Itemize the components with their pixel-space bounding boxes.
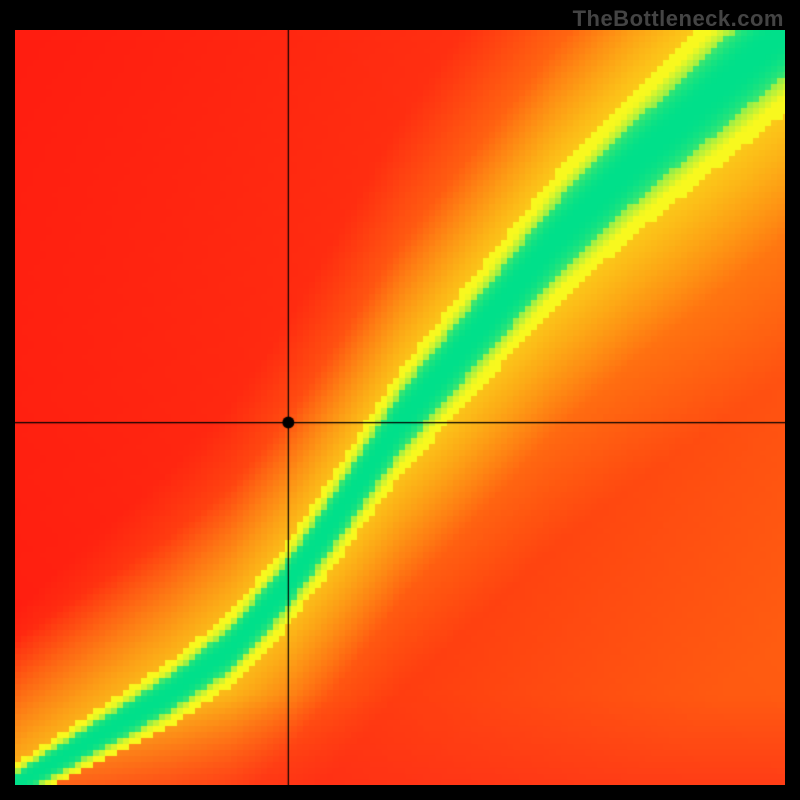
watermark-text: TheBottleneck.com — [573, 6, 784, 32]
bottleneck-heatmap — [15, 30, 785, 785]
